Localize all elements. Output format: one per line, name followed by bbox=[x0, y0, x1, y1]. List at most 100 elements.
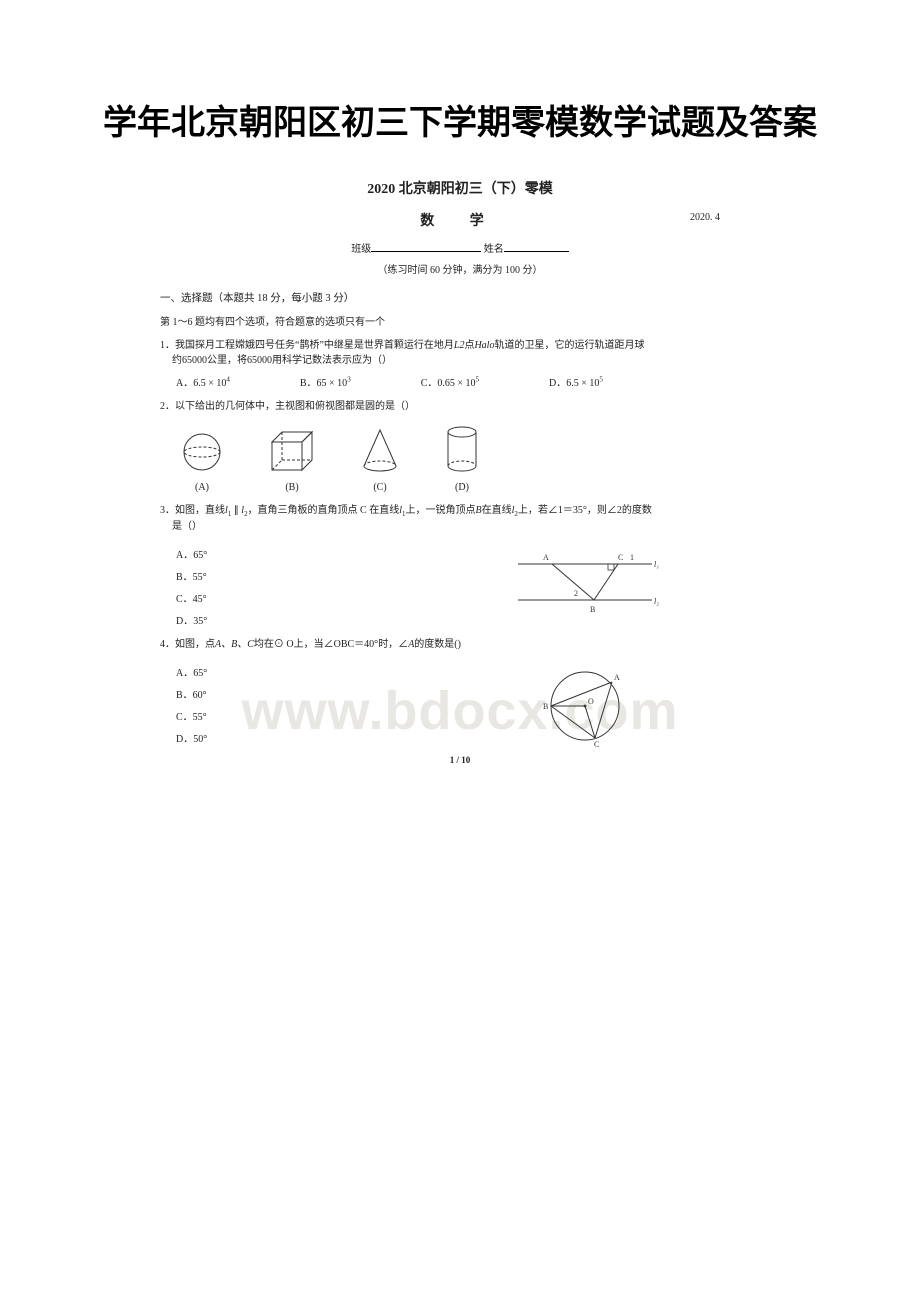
q1-a-exp: 4 bbox=[226, 375, 230, 383]
q4-a: 4．如图，点 bbox=[160, 639, 215, 650]
section-title: 一、选择题（本题共 18 分，每小题 3 分） bbox=[160, 290, 760, 305]
q1-stem-d: 公里，将 bbox=[207, 355, 247, 366]
q3-h: 是（） bbox=[160, 521, 202, 532]
q1-options: A．6.5 × 104 B．65 × 103 C．0.65 × 105 D．6.… bbox=[160, 374, 760, 389]
q3-ang2: ∠2 bbox=[607, 505, 622, 516]
class-label: 班级 bbox=[351, 244, 371, 255]
q1-c-exp: 5 bbox=[476, 375, 480, 383]
q1-num2: 65000 bbox=[247, 355, 272, 366]
q3-c: 上，一锐角顶点 bbox=[406, 505, 476, 516]
q4-block: A．65° B．60° C．55° D．50° O A B C bbox=[160, 664, 760, 745]
q1-stem-b: 轨道的卫星，它的运行轨道距月球 bbox=[494, 340, 644, 351]
q4-pts: A、B、C bbox=[215, 639, 254, 650]
q1-c-pre: C． bbox=[421, 378, 438, 389]
q4-d: 时，∠ bbox=[378, 639, 408, 650]
q3-opt-d: D．35° bbox=[176, 612, 760, 627]
q3-block: A．65° B．55° C．45° D．35° A C B 1 2 l₁ l₂ bbox=[160, 546, 760, 627]
q3-opt-b: B．55° bbox=[176, 568, 760, 583]
q2-shape-a: (A) bbox=[178, 430, 226, 493]
q3-par: ∥ bbox=[231, 505, 241, 516]
name-label: 姓名 bbox=[484, 244, 504, 255]
svg-text:C: C bbox=[618, 553, 623, 562]
section-note: 第 1～6 题均有四个选项，符合题意的选项只有一个 bbox=[160, 313, 760, 328]
q2-shape-d: (D) bbox=[442, 424, 482, 493]
timing-note: （练习时间 60 分钟，满分为 100 分） bbox=[160, 261, 760, 276]
q1-l2: L2 bbox=[454, 340, 465, 351]
q4-options: A．65° B．60° C．55° D．50° bbox=[160, 664, 760, 745]
q1-stem-c: 约 bbox=[160, 355, 182, 366]
sphere-icon bbox=[178, 430, 226, 474]
q3-g: 的度数 bbox=[622, 505, 652, 516]
q3-ang1: ∠1＝35° bbox=[548, 505, 587, 516]
q1-opt-b: B．65 × 103 bbox=[300, 374, 351, 389]
q1-b-base: 65 × 10 bbox=[317, 378, 348, 389]
q3-opt-c: C．45° bbox=[176, 590, 760, 605]
q3-f: ，则 bbox=[587, 505, 607, 516]
q3-options: A．65° B．55° C．45° D．35° bbox=[160, 546, 760, 627]
svg-text:B: B bbox=[590, 605, 595, 614]
q1-d-pre: D． bbox=[549, 378, 566, 389]
q4-opt-b: B．60° bbox=[176, 686, 760, 701]
q1-opt-a: A．6.5 × 104 bbox=[176, 374, 230, 389]
svg-text:2: 2 bbox=[574, 589, 578, 598]
q4-figure: O A B C bbox=[540, 664, 630, 752]
q2-shapes: (A) (B) (C) bbox=[160, 424, 760, 493]
q3-figure: A C B 1 2 l₁ l₂ bbox=[510, 542, 660, 623]
q2-shape-b: (B) bbox=[266, 428, 318, 493]
q2-shape-c: (C) bbox=[358, 426, 402, 493]
student-fields: 班级 姓名 bbox=[160, 240, 760, 255]
svg-text:1: 1 bbox=[630, 553, 634, 562]
q1-opt-c: C．0.65 × 105 bbox=[421, 374, 479, 389]
q1-b-pre: B． bbox=[300, 378, 317, 389]
svg-text:A: A bbox=[543, 553, 549, 562]
page-main-title: 学年北京朝阳区初三下学期零模数学试题及答案 bbox=[80, 100, 840, 148]
svg-text:A: A bbox=[614, 673, 620, 682]
question-1: 1．我国探月工程嫦娥四号任务“鹊桥”中继星是世界首颗运行在地月L2点Halo轨道… bbox=[160, 338, 760, 368]
svg-text:l₂: l₂ bbox=[654, 597, 659, 606]
cone-icon bbox=[358, 426, 402, 474]
q3-a: 3．如图，直线 bbox=[160, 505, 225, 516]
question-4: 4．如图，点A、B、C均在⊙ O上，当∠OBC＝40°时，∠A的度数是() bbox=[160, 637, 760, 652]
cylinder-icon bbox=[442, 424, 482, 474]
q4-opt-d: D．50° bbox=[176, 730, 760, 745]
svg-text:B: B bbox=[543, 702, 548, 711]
subject-line: 数 学 2020. 4 bbox=[160, 210, 760, 230]
q1-halo: Halo bbox=[474, 340, 494, 351]
q4-ang: ∠OBC＝40° bbox=[324, 639, 379, 650]
q1-stem-a: 1．我国探月工程嫦娥四号任务“鹊桥”中继星是世界首颗运行在地月 bbox=[160, 340, 454, 351]
q4-e: 的度数是() bbox=[414, 639, 461, 650]
q4-circ: ⊙ O bbox=[274, 639, 294, 650]
question-3: 3．如图，直线l1 ∥ l2，直角三角板的直角顶点 C 在直线l1上，一锐角顶点… bbox=[160, 503, 760, 535]
q2-label-c: (C) bbox=[373, 482, 386, 493]
q1-opt-d: D．6.5 × 105 bbox=[549, 374, 603, 389]
q1-a-base: 6.5 × 10 bbox=[193, 378, 226, 389]
q3-b: ，直角三角板的直角顶点 C 在直线 bbox=[248, 505, 400, 516]
q1-c-base: 0.65 × 10 bbox=[437, 378, 475, 389]
question-2: 2．以下给出的几何体中，主视图和俯视图都是圆的是（） bbox=[160, 399, 760, 414]
exam-date: 2020. 4 bbox=[690, 212, 720, 223]
subject-label: 数 学 bbox=[420, 214, 500, 229]
svg-text:l₁: l₁ bbox=[654, 560, 659, 569]
q3-e: 上，若 bbox=[518, 505, 548, 516]
q1-b-exp: 3 bbox=[347, 375, 351, 383]
cube-icon bbox=[266, 428, 318, 474]
q1-d-base: 6.5 × 10 bbox=[566, 378, 599, 389]
q4-c: 上，当 bbox=[294, 639, 324, 650]
page-number: 1 / 10 bbox=[160, 755, 760, 765]
q2-label-a: (A) bbox=[195, 482, 209, 493]
exam-title: 2020 北京朝阳初三（下）零模 bbox=[160, 178, 760, 198]
class-blank bbox=[371, 241, 481, 252]
q1-a-pre: A． bbox=[176, 378, 193, 389]
q3-opt-a: A．65° bbox=[176, 546, 760, 561]
name-blank bbox=[504, 241, 569, 252]
q2-label-b: (B) bbox=[285, 482, 298, 493]
q4-opt-a: A．65° bbox=[176, 664, 760, 679]
q3-d: 在直线 bbox=[482, 505, 512, 516]
q2-label-d: (D) bbox=[455, 482, 469, 493]
exam-page: 2020 北京朝阳初三（下）零模 数 学 2020. 4 班级 姓名 （练习时间… bbox=[160, 178, 760, 766]
q1-num1: 65000 bbox=[182, 355, 207, 366]
svg-text:C: C bbox=[594, 740, 599, 749]
q1-stem-e: 用科学记数法表示应为（） bbox=[272, 355, 392, 366]
q1-point: 点 bbox=[464, 340, 474, 351]
svg-text:O: O bbox=[588, 697, 594, 706]
